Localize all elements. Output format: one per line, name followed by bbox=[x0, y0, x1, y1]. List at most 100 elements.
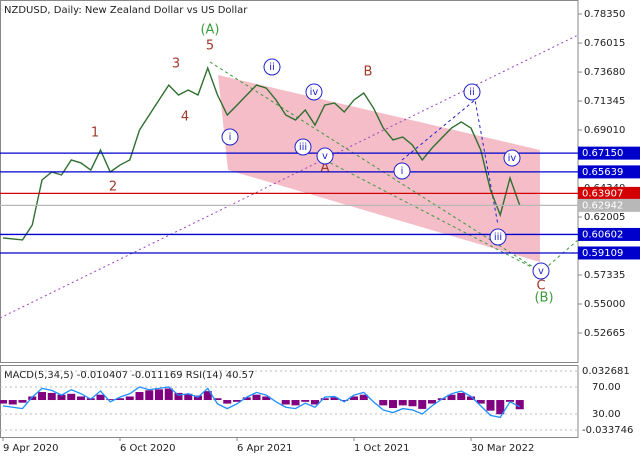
macd-bar bbox=[47, 392, 56, 401]
macd-bar bbox=[203, 391, 212, 401]
y-tick-label: 0.62005 bbox=[584, 212, 625, 223]
macd-bar bbox=[301, 400, 310, 402]
macd-bar bbox=[194, 395, 202, 401]
y-tick-label: 0.032681 bbox=[582, 366, 630, 377]
macd-bar bbox=[67, 393, 76, 401]
level-label: 0.67150 bbox=[582, 148, 623, 159]
y-tick-label: 0.55000 bbox=[584, 299, 625, 310]
x-tick-label: 6 Oct 2020 bbox=[120, 443, 175, 454]
macd-bar bbox=[506, 400, 514, 402]
channel bbox=[218, 75, 540, 262]
wave-circle bbox=[393, 162, 411, 180]
wave-label: B bbox=[364, 65, 373, 80]
macd-bar bbox=[359, 394, 368, 401]
level-tag bbox=[578, 165, 640, 179]
y-tick-label: 0.57335 bbox=[584, 270, 625, 281]
macd-bar bbox=[164, 388, 173, 401]
wave-label: A bbox=[321, 161, 330, 176]
macd-bar bbox=[0, 400, 7, 404]
wave-label: v bbox=[538, 266, 544, 277]
macd-bar bbox=[8, 400, 17, 405]
macd-bar bbox=[125, 396, 134, 401]
macd-bar bbox=[389, 400, 397, 409]
macd-bar bbox=[457, 392, 466, 401]
macd-bar bbox=[106, 399, 115, 401]
wave-circle bbox=[489, 228, 507, 246]
macd-bar bbox=[311, 400, 319, 405]
macd-bar bbox=[57, 394, 66, 401]
macd-bar bbox=[135, 392, 144, 401]
wave-label: C bbox=[536, 279, 545, 294]
macd-bar bbox=[486, 400, 495, 411]
macd-bar bbox=[291, 400, 300, 406]
macd-bar bbox=[281, 400, 290, 405]
plot-frame bbox=[0, 0, 579, 363]
macd-bar bbox=[184, 393, 193, 401]
y-tick-label: 0.76015 bbox=[584, 38, 625, 49]
macd-bar bbox=[379, 400, 388, 406]
y-tick-label: -0.033746 bbox=[582, 425, 633, 436]
macd-bar bbox=[447, 394, 456, 401]
macd-bar bbox=[515, 400, 524, 410]
level-label: 0.65639 bbox=[582, 167, 623, 178]
macd-bar bbox=[145, 390, 154, 401]
wave-circle bbox=[463, 83, 481, 101]
macd-bar bbox=[252, 394, 261, 401]
level-tag bbox=[578, 198, 640, 212]
level-tag bbox=[578, 246, 640, 260]
macd-bar bbox=[28, 396, 37, 401]
y2-tick-label: 30.00 bbox=[592, 409, 621, 420]
wave-circle bbox=[532, 262, 550, 280]
wave-circle bbox=[305, 83, 323, 101]
level-label: 0.60602 bbox=[582, 229, 623, 240]
macd-bar bbox=[18, 400, 27, 403]
x-tick-label: 9 Apr 2020 bbox=[3, 443, 58, 454]
macd-bar bbox=[116, 398, 124, 401]
wave-line bbox=[324, 159, 542, 273]
macd-bar bbox=[262, 396, 271, 401]
wave-circle bbox=[263, 58, 281, 76]
macd-bar bbox=[223, 400, 232, 404]
level-tag bbox=[578, 146, 640, 160]
y-tick-label: 0.71345 bbox=[584, 96, 625, 107]
wave-label: 3 bbox=[172, 57, 180, 72]
y-tick-label: 0.69010 bbox=[584, 125, 625, 136]
y-tick-label: 0.78350 bbox=[584, 9, 625, 20]
macd-bar bbox=[428, 400, 436, 404]
wave-circle bbox=[503, 149, 521, 167]
wave-label: i bbox=[401, 166, 404, 177]
macd-bar bbox=[38, 392, 46, 401]
macd-bar bbox=[77, 396, 85, 401]
level-label: 0.62942 bbox=[582, 200, 623, 211]
macd-bar bbox=[496, 400, 505, 415]
macd-bar bbox=[467, 396, 475, 401]
level-label: 0.59109 bbox=[582, 248, 623, 259]
wave-label: (B) bbox=[534, 291, 553, 306]
wave-circle bbox=[294, 138, 312, 156]
wave-label: 5 bbox=[206, 39, 214, 54]
wave-label: i bbox=[229, 132, 232, 143]
wave-line bbox=[401, 99, 499, 226]
y-tick-label: 0.52665 bbox=[584, 328, 625, 339]
wave-label: ii bbox=[469, 87, 475, 98]
price-line bbox=[2, 66, 521, 241]
wave-label: ii bbox=[269, 62, 275, 73]
level-tag bbox=[578, 227, 640, 241]
wave-label: 2 bbox=[109, 180, 117, 195]
wave-label: v bbox=[322, 151, 328, 162]
macd-bar bbox=[340, 400, 349, 401]
panel-title: MACD(5,34,5) -0.010407 -0.011169 RSI(14)… bbox=[4, 370, 254, 381]
macd-bar bbox=[408, 400, 417, 407]
y2-tick-label: 70.00 bbox=[592, 382, 621, 393]
chart-title: NZDUSD, Daily: New Zealand Dollar vs US … bbox=[4, 5, 248, 16]
x-tick-label: 30 Mar 2022 bbox=[471, 443, 534, 454]
x-tick-label: 1 Oct 2021 bbox=[354, 443, 409, 454]
wave-label: iii bbox=[494, 232, 502, 243]
macd-bar bbox=[350, 396, 358, 401]
wave-label: iii bbox=[299, 142, 307, 153]
macd-bar bbox=[213, 398, 222, 401]
wave-label: iv bbox=[508, 153, 517, 164]
wave-circle bbox=[221, 128, 239, 146]
wave-label: 4 bbox=[181, 110, 189, 125]
